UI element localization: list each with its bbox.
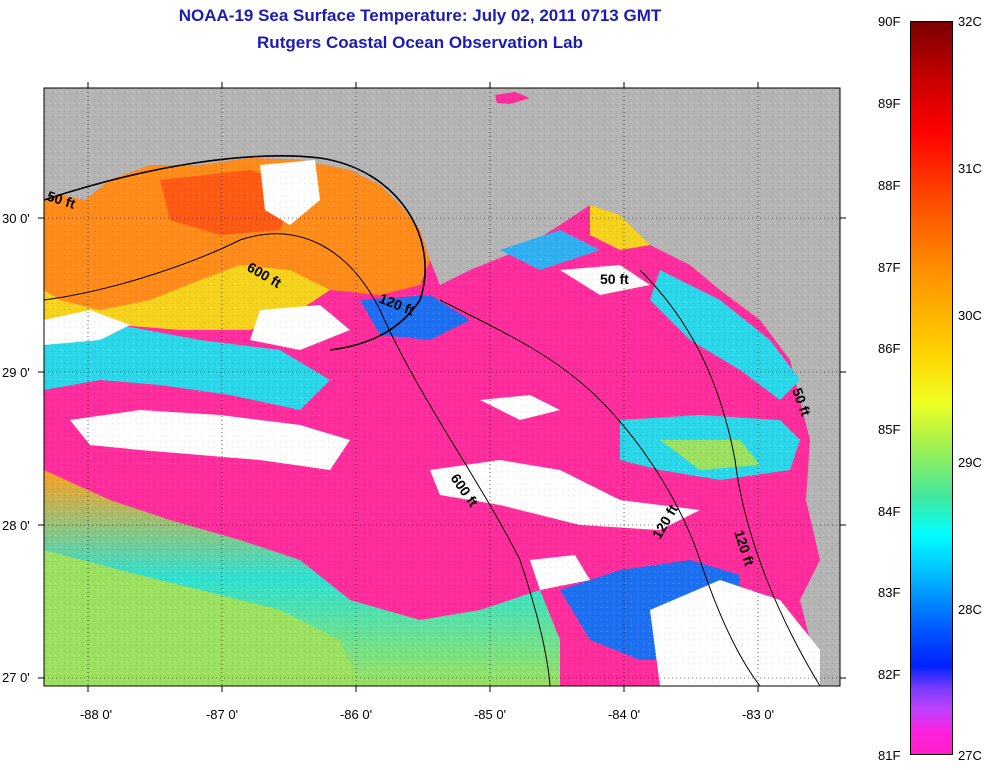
colorbar-c-label: 32C [958, 14, 982, 29]
lon-tick: -88 0' [79, 707, 113, 722]
graticule [44, 88, 840, 686]
contour-50ft [43, 155, 426, 351]
temperature-colorbar [910, 21, 953, 755]
lon-tick: -84 0' [607, 707, 641, 722]
lat-tick: 27 0' [2, 670, 30, 685]
lon-tick: -85 0' [473, 707, 507, 722]
contour-600ft [43, 233, 551, 687]
colorbar-c-label: 28C [958, 602, 982, 617]
colorbar-f-label: 82F [878, 667, 901, 682]
colorbar-c-label: 27C [958, 748, 982, 763]
lon-tick: -83 0' [741, 707, 775, 722]
colorbar-f-label: 83F [878, 585, 901, 600]
lon-tick: -87 0' [205, 707, 239, 722]
contour-120ft [439, 299, 761, 687]
colorbar-c-label: 29C [958, 455, 982, 470]
lat-tick: 29 0' [2, 365, 30, 380]
colorbar-f-label: 81F [878, 748, 901, 763]
colorbar-f-label: 85F [878, 422, 901, 437]
colorbar-f-label: 88F [878, 178, 901, 193]
colorbar-c-label: 31C [958, 161, 982, 176]
colorbar-f-label: 86F [878, 341, 901, 356]
lat-tick: 28 0' [2, 518, 30, 533]
colorbar-f-label: 87F [878, 260, 901, 275]
colorbar-c-label: 30C [958, 308, 982, 323]
colorbar-f-label: 89F [878, 96, 901, 111]
colorbar-f-label: 84F [878, 504, 901, 519]
map-subtitle: Rutgers Coastal Ocean Observation Lab [257, 33, 583, 52]
map-frame [43, 87, 841, 687]
contour-label: 50 ft [600, 271, 629, 287]
contour-50ft-east [639, 269, 821, 687]
lon-tick: -86 0' [339, 707, 373, 722]
lat-tick: 30 0' [2, 211, 30, 226]
map-title: NOAA-19 Sea Surface Temperature: July 02… [178, 6, 662, 25]
colorbar-f-label: 90F [878, 14, 901, 29]
